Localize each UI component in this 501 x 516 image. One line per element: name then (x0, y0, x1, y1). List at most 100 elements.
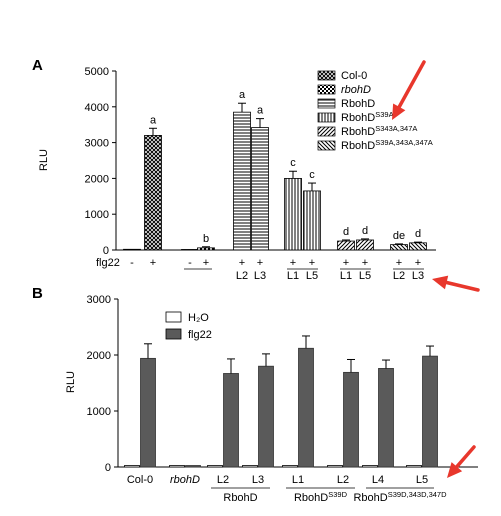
significance-letter: d (415, 228, 421, 240)
y-tick-label: 1000 (85, 209, 109, 221)
bar-h2o (327, 465, 343, 468)
line-label: L5 (306, 270, 318, 282)
panel-b-x-labels: Col-0 rbohD L2 L3 L1 L2 L4 L5 RbohD RbohDS39D Rboh… (127, 474, 447, 504)
significance-letter: c (290, 157, 296, 169)
bar (181, 249, 199, 251)
panel-a-treatment-label: flg22 (96, 257, 120, 269)
treatment-sign: + (150, 257, 156, 269)
significance-letter: d (343, 226, 349, 238)
panel-a-legend: Col-0 rbohD RbohDRbohDS39ARbohDS343A,347AR… (317, 70, 433, 152)
bar (337, 240, 355, 251)
red-arrow-head (447, 462, 463, 478)
y-tick-label: 0 (105, 462, 111, 474)
bar-flg22 (298, 347, 314, 468)
panel-a-y-ticks: 0 1000 2000 3000 4000 5000 (85, 66, 116, 257)
y-tick-label: 3000 (87, 294, 111, 306)
bar-h2o (362, 465, 378, 468)
category-label: L3 (252, 474, 264, 486)
panel-b-legend: H₂O flg22 (165, 311, 212, 341)
bar (284, 177, 302, 251)
line-label: L1 (340, 270, 352, 282)
bar-flg22 (223, 373, 239, 468)
legend-swatch (165, 328, 182, 340)
group-label: RbohDS39D,343D,347D (353, 490, 447, 504)
significance-letter: de (393, 230, 405, 242)
bar (356, 239, 374, 251)
red-arrow-head (432, 275, 449, 290)
legend-swatch (317, 126, 336, 137)
significance-letter: a (150, 114, 157, 126)
y-tick-label: 2000 (85, 173, 109, 185)
line-label: L2 (236, 270, 248, 282)
bar-h2o (282, 465, 298, 468)
category-label: L1 (292, 474, 304, 486)
red-arrow-shaft (455, 445, 476, 469)
bar-flg22 (343, 371, 359, 468)
annotation-arrows (392, 60, 480, 478)
panel-b: B RLU 0 1000 2000 3000 Col-0 rbohD L2 L3 L1 L2 L4… (32, 285, 478, 504)
y-tick-label: 4000 (85, 102, 109, 114)
category-label: rbohD (170, 474, 200, 486)
legend-swatch (317, 140, 336, 151)
bar-h2o (169, 465, 185, 468)
bar-h2o (406, 465, 422, 468)
line-label: L1 (287, 270, 299, 282)
bar (233, 111, 251, 251)
bar-flg22 (258, 365, 274, 468)
legend-label: RbohDS343A,347A (341, 124, 417, 138)
bar-flg22 (378, 368, 394, 468)
panel-a-x-labels: - + - + +L2+L3+L1+L5+L1+L5+L2+L3 (130, 257, 424, 282)
bar (123, 248, 141, 251)
panel-b-letter: B (32, 285, 43, 302)
legend-label: flg22 (188, 329, 212, 341)
legend-label: RbohDS39A,343A,347A (341, 138, 433, 152)
red-arrow-shaft (397, 60, 426, 109)
group-label: RbohD (223, 492, 257, 504)
legend-swatch (165, 311, 182, 323)
y-tick-label: 1000 (87, 406, 111, 418)
panel-a-letter: A (32, 57, 43, 74)
y-tick-label: 0 (103, 245, 109, 257)
legend-swatch (317, 98, 336, 109)
significance-letter: a (239, 89, 246, 101)
group-label: RbohDS39D (294, 490, 348, 504)
panel-b-y-ticks: 0 1000 2000 3000 (87, 294, 118, 474)
category-label: L2 (337, 474, 349, 486)
panel-b-ylabel: RLU (65, 371, 77, 393)
legend-label: Col-0 (341, 70, 367, 82)
bar-h2o (207, 465, 223, 468)
bar (251, 127, 269, 251)
category-label: L4 (372, 474, 384, 486)
bar (197, 247, 215, 251)
line-label: L5 (359, 270, 371, 282)
y-tick-label: 3000 (85, 138, 109, 150)
bar (409, 242, 427, 251)
legend-swatch (317, 112, 336, 123)
bar-flg22 (422, 355, 438, 468)
legend-swatch (317, 70, 336, 81)
red-arrow-shaft (444, 280, 480, 292)
treatment-sign: - (130, 257, 134, 269)
line-label: L3 (412, 270, 424, 282)
category-label: L2 (217, 474, 229, 486)
bar-flg22 (185, 465, 201, 468)
treatment-sign: + (343, 257, 349, 269)
line-label: L3 (254, 270, 266, 282)
treatment-sign: + (203, 257, 209, 269)
treatment-sign: + (309, 257, 315, 269)
y-tick-label: 2000 (87, 350, 111, 362)
legend-label: RbohDS39A (341, 110, 394, 124)
line-label: L2 (393, 270, 405, 282)
legend-swatch (317, 84, 336, 95)
category-label: L5 (416, 474, 428, 486)
treatment-sign: + (362, 257, 368, 269)
y-tick-label: 5000 (85, 66, 109, 78)
bar (303, 190, 321, 251)
significance-letter: d (362, 225, 368, 237)
legend-label: H₂O (188, 312, 209, 324)
treatment-sign: - (188, 257, 192, 269)
significance-letter: b (203, 233, 209, 245)
red-arrow-head (392, 103, 406, 120)
